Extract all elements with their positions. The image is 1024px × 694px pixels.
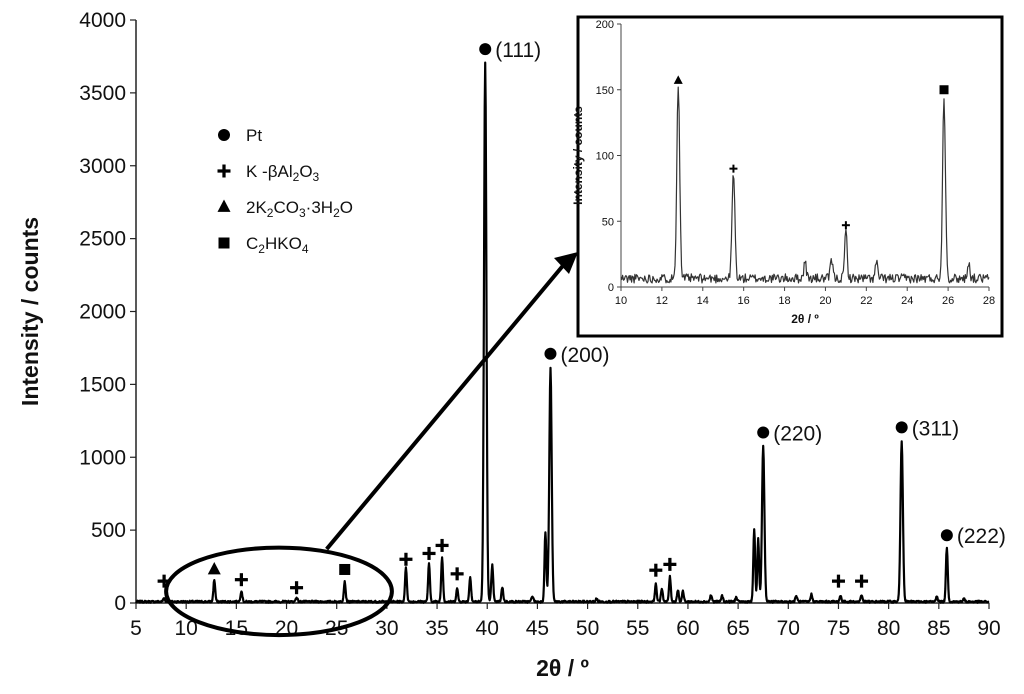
y-tick-label: 1000	[79, 446, 126, 469]
legend-label: 2K2CO3·3H2O	[246, 198, 353, 220]
peak-marker-circle	[757, 426, 770, 439]
legend-label: K -βAl2O3	[246, 162, 320, 184]
y-tick-label: 1500	[79, 373, 126, 396]
zoom-arrow-shaft	[325, 260, 568, 551]
inset-x-tick-label: 26	[942, 295, 954, 307]
inset-plot: 0 50 100 150 200 10 12 14 16 18 20 22 24 26 28 2θ / º In…	[571, 15, 1004, 338]
inset-x-tick-label: 28	[983, 295, 995, 307]
x-tick-label: 45	[526, 617, 549, 640]
inset-y-tick-label: 100	[596, 151, 614, 163]
inset-x-tick-label: 16	[738, 295, 750, 307]
x-tick-label: 65	[726, 617, 749, 640]
x-tick-label: 70	[777, 617, 800, 640]
xrd-pattern-line	[135, 61, 990, 604]
inset-y-axis-title: Intensity / counts	[571, 106, 585, 205]
legend-label: C2HKO4	[246, 234, 309, 256]
peak-marker-plus	[831, 574, 845, 588]
inset-x-tick-label: 10	[615, 295, 627, 307]
peak-label: (111)	[495, 39, 541, 62]
legend-marker-triangle	[217, 199, 231, 212]
x-tick-label: 30	[375, 617, 398, 640]
x-tick-label: 35	[425, 617, 448, 640]
y-tick-label: 3000	[79, 155, 126, 178]
x-axis-title: 2θ / º	[536, 655, 589, 681]
peak-marker-plus	[855, 574, 869, 588]
zoom-arrow-head	[554, 252, 578, 274]
peak-marker-plus	[234, 573, 248, 587]
x-tick-label: 5	[130, 617, 142, 640]
x-tick-label: 55	[626, 617, 649, 640]
inset-peak-marker-triangle	[673, 75, 683, 84]
peak-marker-circle	[544, 347, 557, 360]
inset-x-tick-label: 18	[778, 295, 790, 307]
inset-pattern-line	[620, 86, 990, 284]
legend-marker-plus	[217, 164, 231, 178]
x-tick-label: 10	[174, 617, 197, 640]
peak-marker-plus	[649, 563, 663, 577]
inset-frame	[576, 15, 1004, 338]
inset-y-tick-label: 150	[596, 85, 614, 97]
inset-x-tick-label: 24	[901, 295, 913, 307]
peak-marker-plus	[422, 546, 436, 560]
x-tick-label: 75	[827, 617, 850, 640]
inset-x-tick-label: 14	[697, 295, 709, 307]
peak-marker-circle	[479, 43, 492, 56]
peak-marker-plus	[663, 557, 677, 571]
peak-marker-circle	[895, 421, 908, 434]
x-tick-label: 90	[977, 617, 1000, 640]
y-tick-label: 2500	[79, 228, 126, 251]
peak-marker-circle	[940, 529, 953, 542]
inset-peak-marker-plus	[729, 164, 738, 173]
inset-y-tick-label: 0	[608, 282, 614, 294]
zoom-region-ellipse	[164, 545, 394, 638]
peak-marker-plus	[435, 538, 449, 552]
peak-label: (200)	[560, 344, 609, 367]
peak-label: (311)	[912, 417, 959, 440]
inset-x-tick-label: 20	[819, 295, 831, 307]
x-tick-label: 85	[927, 617, 950, 640]
y-axis-title: Intensity / counts	[17, 217, 43, 406]
x-tick-label: 80	[877, 617, 900, 640]
x-tick-label: 40	[476, 617, 499, 640]
x-tick-label: 60	[676, 617, 699, 640]
inset-y-tick-label: 200	[596, 19, 614, 31]
y-tick-label: 500	[91, 519, 126, 542]
inset-x-tick-label: 22	[860, 295, 872, 307]
y-tick-label: 3500	[79, 82, 126, 105]
inset-x-axis-title: 2θ / º	[791, 312, 819, 326]
y-tick-label: 0	[114, 592, 126, 615]
x-tick-label: 50	[576, 617, 599, 640]
peak-marker-triangle	[207, 562, 221, 575]
peak-marker-plus	[290, 581, 304, 595]
legend-marker-square	[218, 237, 230, 249]
peak-label: (220)	[773, 422, 822, 445]
inset-peak-marker-square	[939, 85, 949, 95]
inset-x-tick-label: 12	[656, 295, 668, 307]
peak-marker-plus	[399, 552, 413, 566]
peak-label: (222)	[957, 525, 1006, 548]
legend-label: Pt	[246, 126, 262, 145]
peak-marker-square	[339, 563, 351, 575]
y-tick-label: 2000	[79, 301, 126, 324]
legend-marker-circle	[218, 129, 230, 141]
y-tick-label: 4000	[79, 9, 126, 32]
inset-peak-marker-plus	[841, 221, 850, 230]
peak-marker-plus	[450, 567, 464, 581]
inset-y-tick-label: 50	[602, 216, 614, 228]
